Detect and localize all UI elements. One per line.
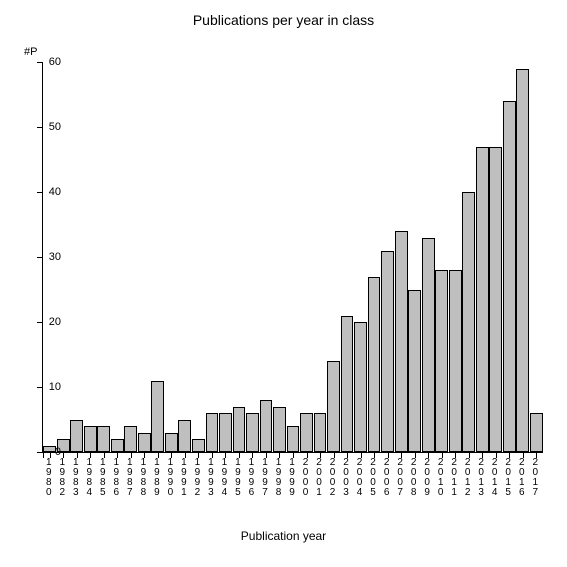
bar [273, 407, 286, 453]
y-tick-label: 0 [41, 446, 61, 458]
x-tick-label: 2013 [477, 458, 485, 498]
bar [368, 277, 381, 453]
bar [178, 420, 191, 453]
bar [408, 290, 421, 453]
x-tick-label: 2000 [302, 458, 310, 498]
x-tick-label: 2016 [518, 458, 526, 498]
y-tick-label: 40 [41, 186, 61, 198]
bar [462, 192, 475, 452]
x-tick-label: 2005 [369, 458, 377, 498]
bar [287, 426, 300, 452]
x-tick-label: 2011 [450, 458, 458, 498]
x-tick-label: 1982 [58, 458, 66, 498]
bar [503, 101, 516, 452]
bar [219, 413, 232, 452]
bar [138, 433, 151, 453]
bar [516, 69, 529, 453]
bar [530, 413, 543, 452]
bar [111, 439, 124, 452]
bar [233, 407, 246, 453]
x-tick-label: 2008 [410, 458, 418, 498]
x-tick-label: 1991 [180, 458, 188, 498]
chart-container: Publications per year in class #P 198019… [0, 0, 567, 567]
x-tick-label: 2015 [504, 458, 512, 498]
bar [192, 439, 205, 452]
x-labels-group: 1980 1982 1983 1984 1985 1986 1987 1988 1989 1990… [42, 458, 542, 518]
x-tick-label: 1999 [288, 458, 296, 498]
x-tick-label: 1984 [85, 458, 93, 498]
x-tick-label: 2004 [356, 458, 364, 498]
x-tick-label: 1996 [247, 458, 255, 498]
x-tick-label: 1995 [234, 458, 242, 498]
y-tick-label: 20 [41, 316, 61, 328]
bar [246, 413, 259, 452]
x-tick-label: 1987 [126, 458, 134, 498]
y-axis-short-label: #P [24, 46, 37, 58]
x-tick-label: 1988 [139, 458, 147, 498]
y-tick-label: 60 [41, 56, 61, 68]
x-tick-label: 1992 [193, 458, 201, 498]
x-tick-label: 1997 [261, 458, 269, 498]
x-tick-label: 2001 [315, 458, 323, 498]
x-tick-label: 2014 [491, 458, 499, 498]
x-tick-label: 1998 [274, 458, 282, 498]
bar [260, 400, 273, 452]
x-tick-label: 2010 [437, 458, 445, 498]
bar [354, 322, 367, 452]
bar [422, 238, 435, 453]
bar [314, 413, 327, 452]
bar [476, 147, 489, 453]
x-tick-label: 2009 [423, 458, 431, 498]
x-tick-label: 2007 [396, 458, 404, 498]
bar [341, 316, 354, 453]
bar [70, 420, 83, 453]
x-tick-label: 1986 [112, 458, 120, 498]
x-tick-label: 1985 [99, 458, 107, 498]
x-tick-label: 1989 [153, 458, 161, 498]
bar [395, 231, 408, 452]
bars-group [43, 62, 543, 452]
x-tick-label: 1983 [72, 458, 80, 498]
bar [165, 433, 178, 453]
chart-title: Publications per year in class [0, 12, 567, 28]
bar [97, 426, 110, 452]
bar [300, 413, 313, 452]
bar [489, 147, 502, 453]
x-tick-label: 1994 [220, 458, 228, 498]
x-tick-label: 1990 [166, 458, 174, 498]
bar [206, 413, 219, 452]
x-tick-label: 2002 [329, 458, 337, 498]
x-tick-label: 1993 [207, 458, 215, 498]
plot-area [42, 62, 543, 453]
x-tick-label: 2006 [383, 458, 391, 498]
x-tick-label: 2017 [531, 458, 539, 498]
y-tick-label: 30 [41, 251, 61, 263]
bar [151, 381, 164, 453]
y-tick-label: 50 [41, 121, 61, 133]
x-axis-title: Publication year [0, 529, 567, 543]
bar [381, 251, 394, 453]
bar [449, 270, 462, 452]
x-tick-label: 2003 [342, 458, 350, 498]
x-tick-label: 2012 [464, 458, 472, 498]
x-tick-label: 1980 [45, 458, 53, 498]
bar [327, 361, 340, 452]
bar [435, 270, 448, 452]
bar [84, 426, 97, 452]
y-tick-label: 10 [41, 381, 61, 393]
bar [124, 426, 137, 452]
